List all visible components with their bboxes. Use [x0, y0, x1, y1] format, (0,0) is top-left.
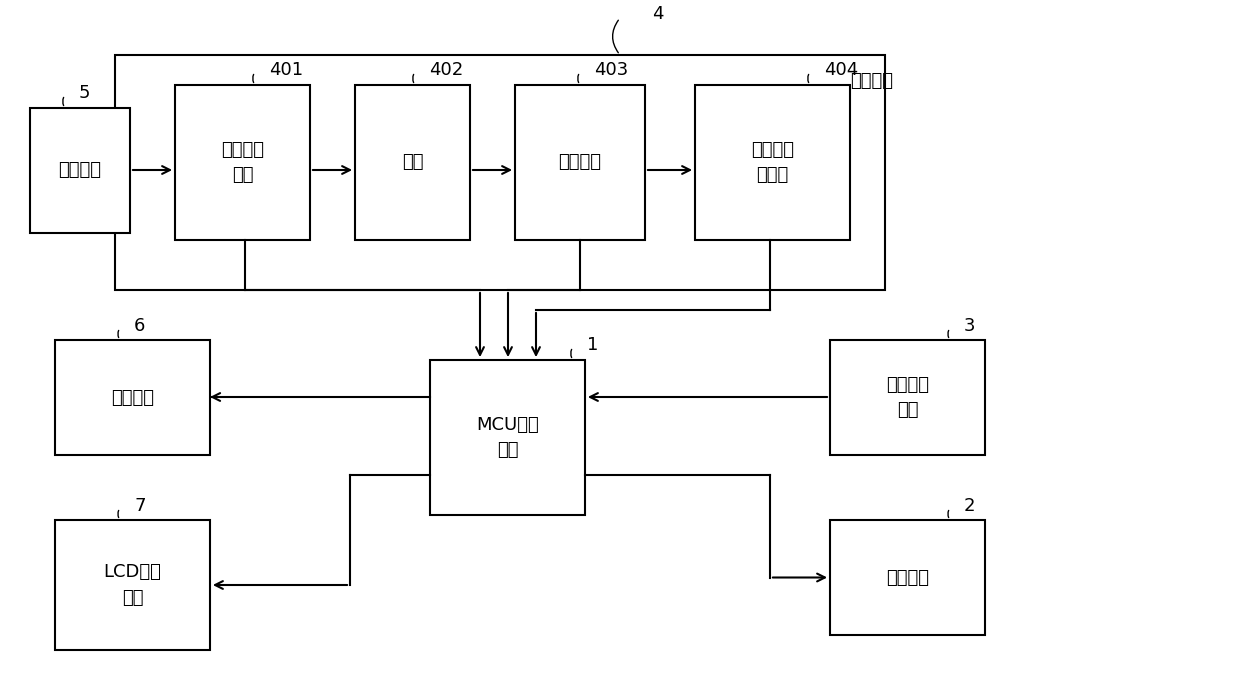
Bar	[30, 108, 130, 233]
Text: 4: 4	[652, 5, 663, 23]
Bar	[694, 85, 849, 240]
Text: 发热模块: 发热模块	[887, 569, 929, 587]
Bar	[175, 85, 310, 240]
Bar	[515, 85, 645, 240]
Text: 温度检测
模块: 温度检测 模块	[887, 376, 929, 419]
Bar	[55, 520, 210, 650]
Text: 402: 402	[429, 61, 464, 79]
Text: 1: 1	[587, 336, 599, 354]
Bar	[830, 520, 985, 635]
Bar	[115, 55, 885, 290]
Text: 7: 7	[134, 497, 145, 515]
Bar	[430, 360, 585, 515]
Text: 充电管理
电路: 充电管理 电路	[221, 141, 264, 184]
Text: 2: 2	[963, 497, 976, 515]
Bar	[830, 340, 985, 455]
Text: 电池: 电池	[402, 154, 423, 171]
Text: 充电接口: 充电接口	[58, 161, 102, 180]
Text: 供电电路: 供电电路	[558, 154, 601, 171]
Text: 震动部件: 震动部件	[112, 388, 154, 406]
Text: 403: 403	[594, 61, 629, 79]
Text: 404: 404	[825, 61, 858, 79]
Text: 401: 401	[269, 61, 303, 79]
Text: MCU控制
模块: MCU控制 模块	[476, 416, 539, 459]
Text: 低电压侦
测电路: 低电压侦 测电路	[751, 141, 794, 184]
Text: 供电模块: 供电模块	[849, 72, 893, 90]
Text: LCD显示
部件: LCD显示 部件	[104, 564, 161, 606]
Text: 5: 5	[79, 84, 91, 102]
Text: 3: 3	[963, 317, 976, 335]
Bar	[355, 85, 470, 240]
Text: 6: 6	[134, 317, 145, 335]
Bar	[55, 340, 210, 455]
